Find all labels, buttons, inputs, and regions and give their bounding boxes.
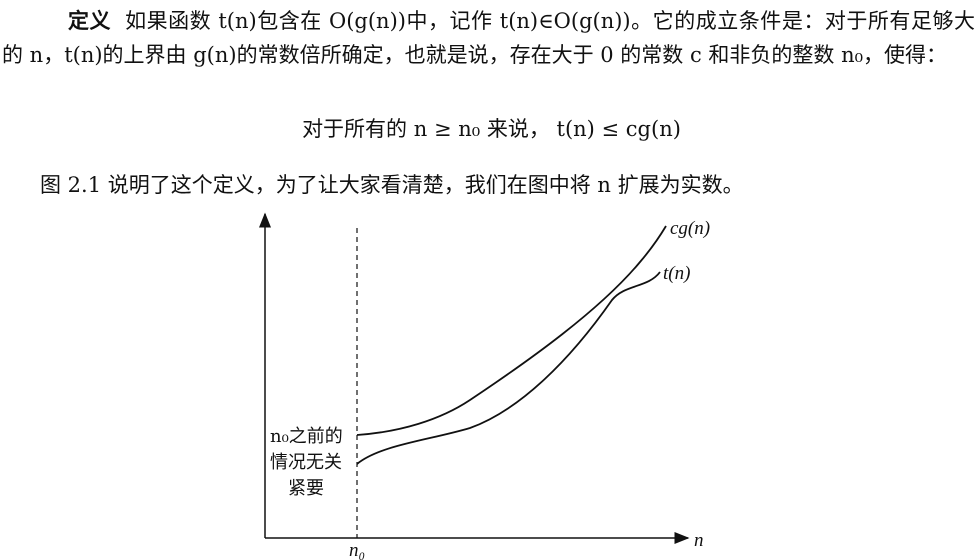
definition-label: 定义 (68, 9, 112, 33)
formula: 对于所有的 n ≥ n₀ 来说， t(n) ≤ cg(n) (302, 117, 681, 141)
definition: 定义 如果函数 t(n)包含在 O(g(n))中，记作 t(n)∈O(g(n))。… (2, 4, 975, 72)
upper-curve (356, 225, 667, 436)
note-line: 情况无关 (270, 452, 342, 473)
note-line: n₀之前的 (270, 426, 343, 447)
definition-text: 如果函数 t(n)包含在 O(g(n))中，记作 t(n)∈O(g(n))。它的… (2, 9, 976, 67)
x-axis-label: n (694, 530, 704, 551)
lower-curve (356, 271, 661, 465)
note-line: 紧要 (288, 478, 324, 499)
lower-curve-label: t(n) (663, 263, 690, 284)
threshold-label: n₀ (349, 540, 365, 560)
explanation: 图 2.1 说明了这个定义，为了让大家看清楚，我们在图中将 n 扩展为实数。 (40, 173, 744, 197)
upper-curve-label: cg(n) (670, 218, 710, 239)
